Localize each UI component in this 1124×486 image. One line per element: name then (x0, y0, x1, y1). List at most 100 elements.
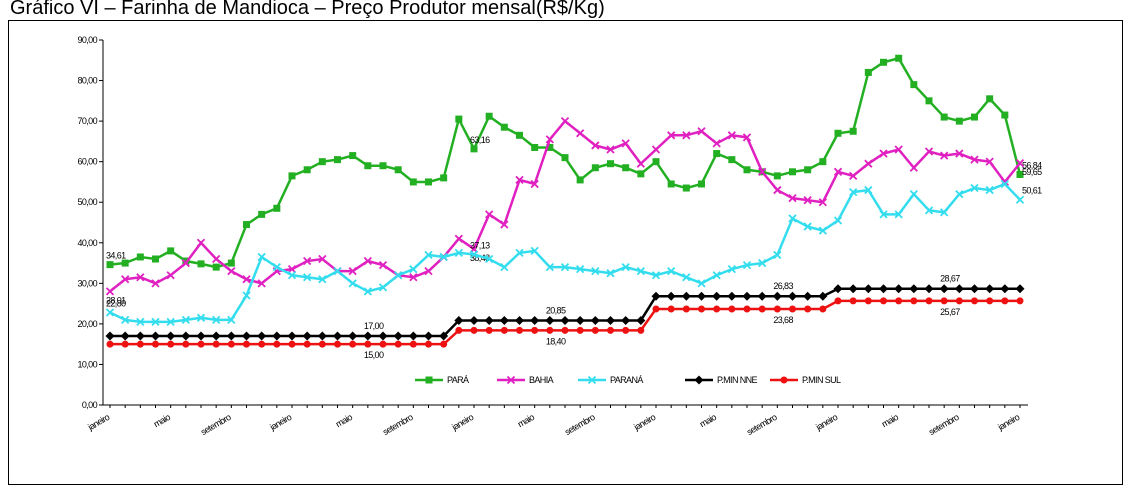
point (485, 326, 493, 334)
point (303, 256, 312, 266)
point (257, 252, 266, 262)
point (302, 331, 312, 341)
data-label: 50,61 (1022, 186, 1042, 196)
chart-title: Gráfico VI – Farinha de Mandioca – Preço… (10, 0, 605, 19)
data-label: 28,67 (940, 274, 960, 284)
point (728, 156, 736, 164)
point (258, 210, 266, 218)
point (772, 291, 782, 301)
point (697, 279, 706, 288)
data-label: 20,85 (546, 305, 566, 315)
point (121, 340, 129, 348)
point (500, 262, 509, 272)
point (788, 194, 797, 203)
point (196, 238, 206, 247)
point (742, 291, 752, 301)
point (439, 252, 448, 262)
point (849, 187, 858, 197)
point (363, 287, 372, 296)
point (924, 206, 934, 215)
point (636, 267, 645, 276)
data-label: 15,00 (364, 350, 384, 360)
point (212, 263, 220, 271)
point (561, 154, 569, 162)
point (954, 284, 964, 294)
point (560, 262, 570, 272)
point (167, 247, 175, 255)
point (621, 139, 630, 148)
point (621, 262, 630, 272)
point (1001, 111, 1009, 119)
point (986, 297, 994, 305)
point (136, 273, 145, 282)
legend-label: BAHIA (529, 375, 554, 385)
legend-label: P.MIN NNE (717, 375, 758, 385)
point (727, 291, 737, 301)
point (697, 291, 706, 301)
point (773, 172, 781, 180)
point (636, 315, 646, 325)
data-label: 17,00 (364, 321, 384, 331)
point (469, 315, 479, 325)
point (909, 163, 918, 172)
point (834, 129, 842, 137)
point (576, 265, 585, 274)
point (637, 170, 645, 178)
point (819, 305, 827, 313)
point (424, 250, 433, 260)
y-tick-label: 90,00 (77, 35, 97, 45)
point (606, 269, 615, 278)
point (197, 340, 205, 348)
point (258, 340, 266, 348)
point (378, 331, 388, 341)
point (879, 149, 888, 158)
point (333, 267, 342, 276)
point (181, 331, 191, 341)
point (121, 275, 130, 284)
point (697, 127, 706, 136)
point (243, 340, 250, 348)
legend-label: P.MIN SUL (802, 375, 841, 385)
point (587, 375, 597, 385)
point (698, 180, 705, 188)
point (470, 326, 478, 334)
y-tick-label: 20,00 (77, 319, 97, 329)
point (151, 331, 160, 341)
point (864, 159, 873, 168)
point (500, 326, 508, 334)
point (318, 254, 327, 264)
point (681, 291, 691, 301)
data-label: 56,84 (1022, 160, 1042, 170)
point (728, 305, 736, 313)
point (576, 176, 584, 184)
point (135, 331, 145, 341)
point (833, 167, 843, 176)
point (515, 175, 524, 185)
point (637, 326, 645, 334)
point (303, 166, 311, 174)
point (909, 284, 919, 294)
point (712, 271, 721, 280)
point (273, 204, 281, 212)
point (864, 68, 872, 76)
point (211, 331, 221, 341)
point (591, 141, 600, 150)
y-tick-label: 10,00 (77, 359, 97, 369)
point (364, 162, 372, 170)
point (166, 271, 175, 280)
point (955, 117, 963, 125)
point (349, 340, 357, 348)
point (545, 262, 554, 272)
point (985, 185, 994, 195)
point (425, 178, 432, 186)
point (440, 340, 448, 348)
point (545, 315, 555, 325)
point (743, 305, 751, 313)
point (182, 340, 190, 348)
point (910, 297, 918, 305)
point (970, 284, 979, 294)
point (591, 326, 599, 334)
point (485, 112, 493, 120)
point (864, 185, 873, 195)
point (394, 340, 402, 348)
